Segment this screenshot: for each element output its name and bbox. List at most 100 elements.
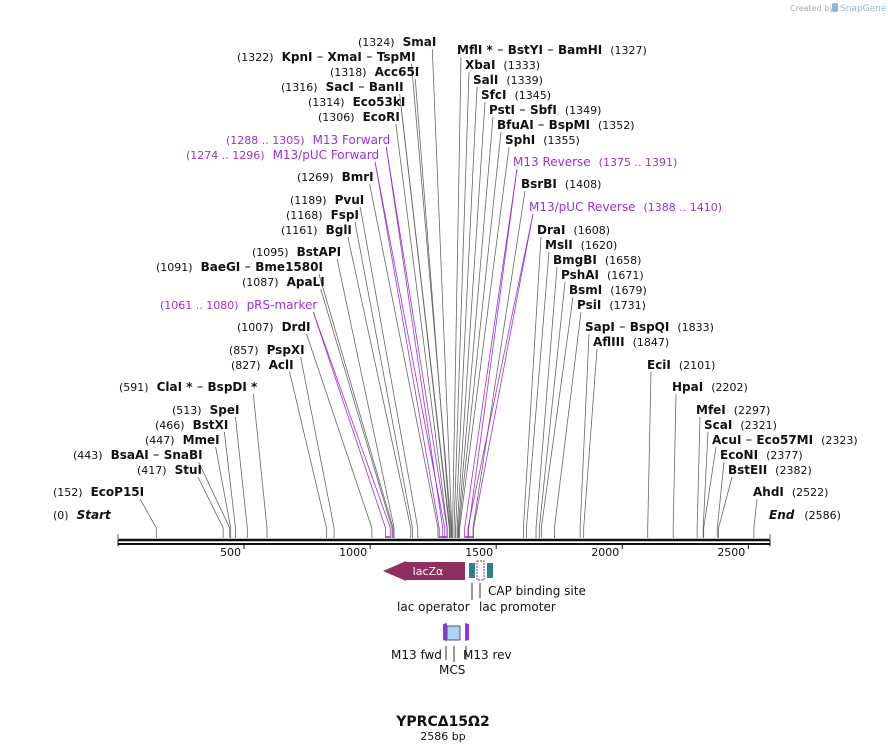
enzyme-name: MflI * [457,43,493,57]
site-line [320,288,393,538]
site-position: (1355) [543,134,580,147]
enzyme-name: BfuAI [497,118,534,132]
enzyme-name: KpnI [282,50,313,64]
enzyme-name: ApaLI [287,275,325,289]
enzyme-name: Eco53kI [353,95,406,109]
enzyme-name: BstYI [508,43,543,57]
site-position: (1671) [607,269,644,282]
site-line [374,161,446,538]
site-position: (1007) [237,321,274,334]
enzyme-name: BspDI * [208,380,258,394]
logo-icon [832,3,838,12]
site-position: (1608) [573,224,610,237]
site-position: (0) [53,509,69,522]
enzyme-name: SapI [585,320,615,334]
mcs-label: MCS [439,663,465,677]
enzyme-name: BstAPI [297,245,342,259]
site-line [215,446,232,538]
site-position: (152) [53,486,83,499]
site-line [753,498,758,538]
site-line [400,108,450,538]
site-line [579,333,590,538]
site-line [198,461,231,538]
primer-name: M13/pUC Reverse [529,200,636,214]
lac-operator-box [469,563,475,578]
enzyme-name: SmaI [403,35,437,49]
site-line [472,190,526,538]
site-position: (1324) [358,36,395,49]
lacz-arrow [383,561,465,581]
map-length: 2586 bp [420,730,465,743]
primer-name: M13 Forward [313,133,391,147]
enzyme-name: SphI [505,133,535,147]
ruler-tick-label: 1500 [465,546,493,559]
enzyme-name: XbaI [465,58,495,72]
primer-range: (1388 .. 1410) [644,201,723,214]
site-position: (513) [172,404,202,417]
enzyme-name: BmrI [342,170,374,184]
enzyme-name: AcuI [712,433,741,447]
site-position: (1318) [330,66,367,79]
mcs-box [446,625,461,641]
site-line [457,116,494,538]
enzyme-name: BaeGI [201,260,241,274]
site-line [197,476,224,538]
site-line [318,273,394,538]
site-position: (1314) [308,96,345,109]
site-line [252,393,268,538]
site-line [139,498,157,538]
enzyme-name: ScaI [704,418,732,432]
m13-fwd-label: M13 fwd [391,648,442,662]
site-line [473,213,534,538]
site-position: (1316) [281,81,318,94]
site-line [312,311,391,538]
primer-name: pRS-marker [247,298,318,312]
site-line [464,168,518,538]
site-position: (2101) [679,359,716,372]
site-position: (1168) [286,209,323,222]
site-line [647,371,652,538]
site-line [455,86,478,538]
primer-name: M13/pUC Forward [273,148,380,162]
site-line [526,251,550,538]
enzyme-name: Bme1580I [255,260,323,274]
site-line [395,123,448,538]
enzyme-name: BstXI [193,418,229,432]
enzyme-name: SfcI [481,88,506,102]
site-position: (2586) [804,509,841,522]
site-line [431,48,453,538]
enzyme-name: AclI [269,358,294,372]
site-line [459,146,510,538]
site-position: (591) [119,381,149,394]
lac-promoter-box [487,563,493,578]
site-line [223,431,236,538]
site-line [696,416,701,538]
lacz-label: lacZα [413,565,444,578]
enzyme-name: DraI [537,223,565,237]
site-position: (1306) [318,111,355,124]
enzyme-name: PshAI [561,268,599,282]
enzyme-name: SalI [473,73,498,87]
site-line [300,356,335,538]
m13-rev-mark [465,623,469,641]
site-position: (1345) [514,89,551,102]
site-line [347,236,412,538]
site-line [716,461,725,538]
enzyme-name: BsmI [569,283,602,297]
site-position: (1327) [610,44,647,57]
ruler-tick-label: 2000 [591,546,619,559]
site-line [385,146,444,538]
logo: Created by SnapGene [790,3,887,14]
site-position: (857) [229,344,259,357]
site-line [235,416,248,538]
site-position: (1731) [609,299,646,312]
site-line [672,393,677,538]
cap-site-box [476,560,485,581]
site-line [467,213,534,538]
site-position: (417) [137,464,167,477]
primer-name: M13 Reverse [513,155,591,169]
site-line [540,296,574,538]
enzyme-name: ClaI * [157,380,194,394]
site-line [289,371,327,538]
